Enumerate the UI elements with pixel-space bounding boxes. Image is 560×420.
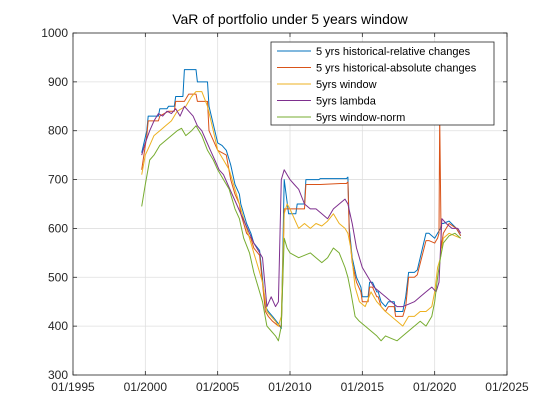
y-tick-label: 900	[48, 75, 68, 89]
y-tick-labels: 300 400 500 600 700 800 900 1000	[41, 26, 68, 382]
legend: 5 yrs historical-relative changes 5 yrs h…	[270, 41, 495, 126]
chart-title: VaR of portfolio under 5 years window	[172, 11, 408, 27]
series-line-4	[141, 105, 462, 308]
legend-label: 5 yrs historical-absolute changes	[316, 63, 477, 75]
x-tick-label: 01/2015	[341, 380, 385, 394]
series-line-2	[141, 93, 462, 327]
legend-label: 5yrs lambda	[316, 96, 377, 108]
legend-entries: 5 yrs historical-relative changes 5 yrs h…	[277, 46, 477, 124]
series-lines	[141, 69, 462, 342]
legend-item: 5yrs window	[277, 79, 377, 91]
legend-item: 5yrs lambda	[277, 96, 377, 108]
legend-label: 5yrs window-norm	[316, 112, 405, 124]
x-tick-labels: 01/1995 01/2000 01/2005 01/2010 01/2015 01/20…	[51, 380, 529, 394]
x-tick-label: 01/2020	[413, 380, 457, 394]
series-line-5	[141, 125, 462, 342]
y-tick-label: 800	[48, 124, 68, 138]
y-tick-label: 600	[48, 221, 68, 235]
legend-item: 5 yrs historical-absolute changes	[277, 63, 477, 75]
y-tick-label: 500	[48, 270, 68, 284]
axis-ticks	[72, 32, 508, 376]
legend-label: 5yrs window	[316, 79, 377, 91]
x-tick-label: 01/2005	[196, 380, 240, 394]
x-tick-label: 01/2000	[124, 380, 168, 394]
x-tick-label: 01/2025	[485, 380, 529, 394]
x-tick-label: 01/1995	[51, 380, 95, 394]
x-tick-label: 01/2010	[268, 380, 312, 394]
y-tick-label: 700	[48, 173, 68, 187]
y-tick-label: 400	[48, 319, 68, 333]
series-line-3	[141, 91, 461, 327]
legend-item: 5yrs window-norm	[277, 112, 405, 124]
y-tick-label: 1000	[41, 26, 68, 40]
legend-item: 5 yrs historical-relative changes	[277, 46, 471, 58]
y-tick-label: 300	[48, 368, 68, 382]
legend-label: 5 yrs historical-relative changes	[316, 46, 471, 58]
